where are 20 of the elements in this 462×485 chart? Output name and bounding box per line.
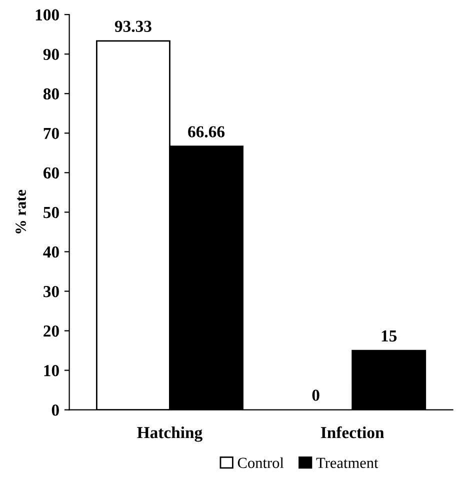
data-label: 0 (312, 390, 320, 401)
y-tick-label: 50 (44, 206, 59, 218)
y-tick-label: 10 (44, 364, 59, 376)
data-label: 93.33 (114, 20, 152, 32)
x-tick-label: Hatching (137, 426, 202, 442)
y-tick-label: 80 (43, 88, 59, 100)
data-label: 66.66 (188, 126, 225, 138)
y-tick-label: 70 (44, 128, 59, 140)
data-label: 15 (382, 330, 397, 342)
legend-label: Control (238, 457, 284, 468)
legend-label: Treatment (316, 458, 378, 468)
x-tick-label: Infection (320, 426, 384, 438)
y-tick-label: 40 (43, 246, 59, 258)
y-tick-label: 90 (43, 48, 59, 60)
y-tick-label: 20 (44, 325, 59, 337)
y-axis-title: % rate (16, 190, 26, 234)
y-tick-label: 0 (52, 404, 59, 416)
y-tick-label: 30 (44, 286, 59, 298)
y-tick-label: 60 (43, 167, 59, 179)
y-tick-label: 100 (36, 9, 59, 20)
